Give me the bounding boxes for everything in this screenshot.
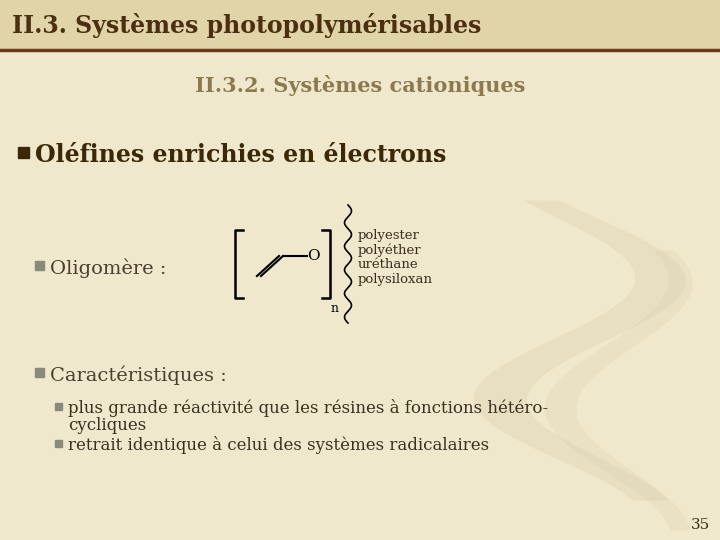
Text: :: : [425, 144, 441, 166]
Bar [18, 147, 29, 158]
Bar [35, 261, 44, 270]
Bar [35, 368, 44, 377]
Text: polyester: polyester [358, 228, 420, 241]
Text: Oligomère :: Oligomère : [50, 258, 166, 278]
Text: 35: 35 [690, 518, 710, 532]
Text: retrait identique à celui des systèmes radicalaires: retrait identique à celui des systèmes r… [68, 436, 489, 454]
Text: polysiloxan: polysiloxan [358, 273, 433, 287]
Bar [0, 0, 720, 50]
Text: cycliques: cycliques [68, 416, 146, 434]
Text: plus grande réactivité que les résines à fonctions hétéro-: plus grande réactivité que les résines à… [68, 399, 548, 417]
Text: Caractéristiques :: Caractéristiques : [50, 365, 227, 384]
Bar [55, 440, 62, 447]
Text: O: O [307, 249, 319, 263]
Text: uréthane: uréthane [358, 259, 418, 272]
Text: Oléfines enrichies en électrons: Oléfines enrichies en électrons [35, 143, 446, 167]
Bar [55, 403, 62, 410]
Text: II.3. Systèmes photopolymérisables: II.3. Systèmes photopolymérisables [12, 12, 482, 37]
Text: II.3.2. Systèmes cationiques: II.3.2. Systèmes cationiques [195, 75, 525, 96]
Text: n: n [331, 302, 339, 315]
Text: polyéther: polyéther [358, 243, 422, 256]
